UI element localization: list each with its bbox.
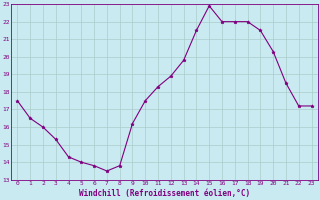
X-axis label: Windchill (Refroidissement éolien,°C): Windchill (Refroidissement éolien,°C) xyxy=(79,189,250,198)
